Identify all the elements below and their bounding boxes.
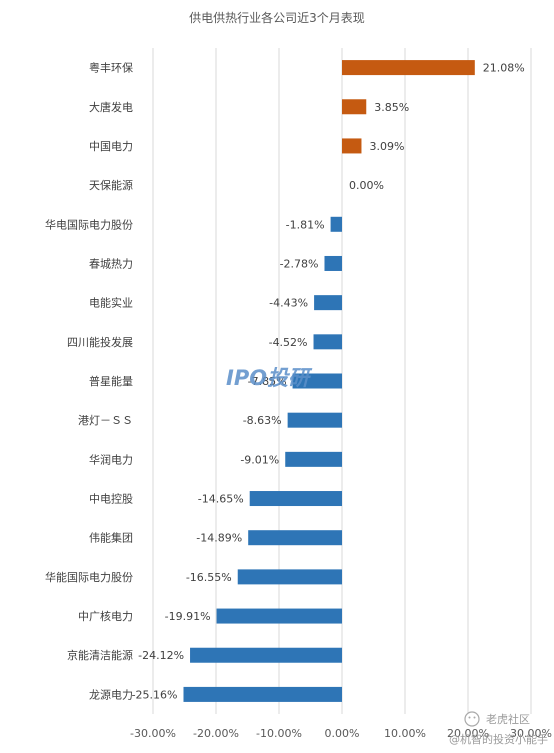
category-label: 华电国际电力股份 bbox=[45, 217, 133, 231]
ipo-watermark: IPO投研 bbox=[226, 366, 313, 390]
data-label: -14.65% bbox=[198, 493, 244, 506]
bars-group bbox=[183, 60, 475, 702]
category-labels: 粤丰环保大唐发电中国电力天保能源华电国际电力股份春城热力电能实业四川能投发展普星… bbox=[45, 61, 133, 702]
bar bbox=[342, 60, 475, 76]
data-label: -4.52% bbox=[269, 336, 308, 349]
bar bbox=[292, 373, 342, 389]
data-label: -2.78% bbox=[280, 257, 319, 270]
x-tick-label: 20.00% bbox=[447, 727, 489, 740]
category-label: 普星能量 bbox=[89, 374, 133, 388]
category-label: 龙源电力 bbox=[89, 687, 133, 701]
data-label: 0.00% bbox=[349, 179, 384, 192]
category-label: 粤丰环保 bbox=[89, 61, 133, 75]
bar bbox=[287, 412, 342, 428]
data-label: 3.85% bbox=[374, 101, 409, 114]
category-label: 中电控股 bbox=[89, 492, 133, 506]
data-label: -25.16% bbox=[132, 688, 178, 701]
data-label: -19.91% bbox=[165, 610, 211, 623]
category-label: 四川能投发展 bbox=[67, 335, 133, 349]
category-label: 中国电力 bbox=[89, 140, 133, 153]
x-tick-label: -10.00% bbox=[256, 727, 302, 740]
category-label: 港灯－ＳＳ bbox=[78, 414, 133, 427]
data-label: -24.12% bbox=[138, 649, 184, 662]
bar bbox=[237, 569, 342, 585]
data-label: -9.01% bbox=[240, 453, 279, 466]
category-label: 华能国际电力股份 bbox=[45, 570, 133, 584]
bar bbox=[249, 491, 342, 507]
bar bbox=[248, 530, 342, 546]
chart-title: 供电供热行业各公司近3个月表现 bbox=[189, 10, 365, 25]
category-label: 电能实业 bbox=[89, 296, 133, 310]
x-tick-label: 30.00% bbox=[510, 727, 552, 740]
bar bbox=[314, 295, 342, 311]
data-label: -16.55% bbox=[186, 571, 232, 584]
x-axis-ticks: -30.00% -20.00% -10.00% 0.00% 10.00% 20.00% 30… bbox=[130, 727, 552, 740]
bar bbox=[190, 647, 342, 663]
bar bbox=[342, 99, 367, 115]
site-name: 老虎社区 bbox=[486, 712, 530, 726]
x-tick-label: 10.00% bbox=[384, 727, 426, 740]
site-watermark: 老虎社区 @机智的投资小能手 bbox=[449, 711, 548, 746]
tiger-logo-icon bbox=[464, 711, 480, 727]
data-label: -4.43% bbox=[269, 297, 308, 310]
bar bbox=[324, 255, 342, 271]
data-labels: 21.08% 3.85% 3.09% 0.00% -1.81% -2.78% -4.43% -… bbox=[132, 62, 525, 702]
author-handle: @机智的投资小能手 bbox=[449, 732, 548, 746]
category-label: 京能清洁能源 bbox=[67, 648, 133, 662]
x-tick-label: 0.00% bbox=[325, 727, 360, 740]
data-label: -14.89% bbox=[196, 532, 242, 545]
data-label: 3.09% bbox=[369, 140, 404, 153]
bar bbox=[342, 138, 362, 154]
category-label: 华润电力 bbox=[89, 452, 133, 466]
category-label: 大唐发电 bbox=[89, 100, 133, 114]
watermark-text: IPO投研 bbox=[226, 366, 313, 390]
x-tick-label: -20.00% bbox=[193, 727, 239, 740]
bar bbox=[216, 608, 342, 624]
category-label: 春城热力 bbox=[89, 257, 133, 270]
data-label: 21.08% bbox=[483, 62, 525, 75]
category-label: 天保能源 bbox=[89, 178, 133, 192]
bar bbox=[313, 334, 342, 350]
bar bbox=[285, 451, 342, 467]
data-label: -1.81% bbox=[286, 218, 325, 231]
gridlines bbox=[152, 48, 532, 714]
category-label: 中广核电力 bbox=[78, 609, 133, 623]
x-tick-label: -30.00% bbox=[130, 727, 176, 740]
data-label: -8.63% bbox=[243, 414, 282, 427]
category-label: 伟能集团 bbox=[89, 531, 133, 545]
data-label: -7.85% bbox=[248, 375, 287, 388]
bar bbox=[330, 216, 342, 232]
bar bbox=[183, 686, 342, 702]
